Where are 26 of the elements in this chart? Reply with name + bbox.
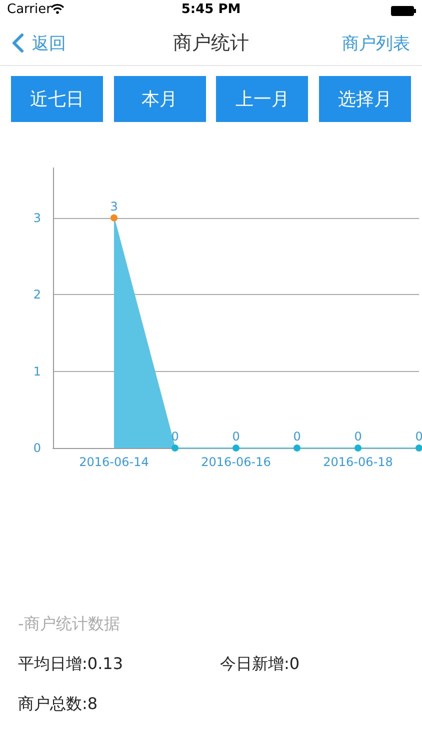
text: -商户统计数据 [18, 614, 120, 633]
data-label: 0 [415, 430, 422, 444]
data-label: 0 [171, 430, 179, 444]
text: Carrier [7, 2, 52, 17]
text: 商户列表 [342, 34, 410, 54]
y-tick-label: 3 [33, 210, 41, 225]
y-tick-label: 2 [33, 288, 41, 302]
text: 今日新增:0 [220, 654, 300, 673]
data-label: 0 [232, 430, 240, 444]
text: 近七日 [30, 88, 84, 111]
data-label: 0 [354, 430, 362, 444]
y-tick-label: 0 [33, 441, 41, 455]
chart-title: 商户统计 [173, 32, 249, 54]
data-label: 0 [293, 430, 301, 444]
x-tick-label: 2016-06-14 [79, 455, 149, 469]
text: 平均日增:0.13 [18, 654, 124, 673]
text: 5:45 PM [181, 2, 241, 17]
x-tick-label: 2016-06-16 [201, 455, 271, 469]
text: 本月 [142, 88, 178, 111]
text: 返回 [32, 34, 66, 54]
text: 商户总数:8 [18, 694, 98, 713]
text: 上一月 [235, 88, 290, 111]
text: 选择月 [338, 88, 392, 111]
data-label: 3 [110, 199, 118, 214]
y-tick-label: 1 [33, 364, 41, 378]
x-tick-label: 2016-06-18 [323, 455, 393, 469]
